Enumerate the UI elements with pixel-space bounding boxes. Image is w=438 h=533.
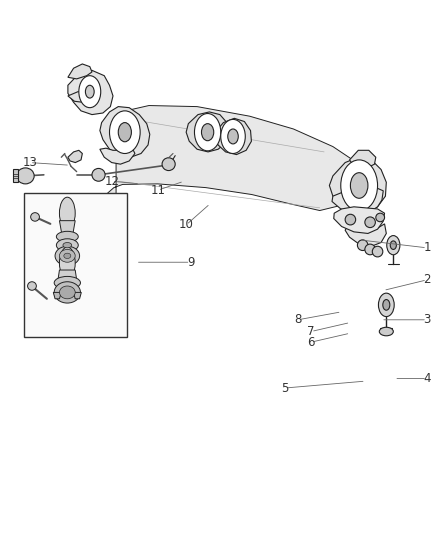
Ellipse shape bbox=[378, 293, 394, 317]
Ellipse shape bbox=[357, 240, 368, 251]
Text: 2: 2 bbox=[423, 273, 431, 286]
Text: 3: 3 bbox=[424, 313, 431, 326]
Ellipse shape bbox=[57, 231, 78, 242]
Ellipse shape bbox=[110, 111, 140, 154]
Polygon shape bbox=[100, 107, 150, 157]
Text: 5: 5 bbox=[281, 382, 288, 394]
Polygon shape bbox=[215, 118, 251, 155]
Ellipse shape bbox=[92, 168, 105, 181]
Ellipse shape bbox=[390, 241, 396, 249]
Text: 10: 10 bbox=[179, 219, 194, 231]
Polygon shape bbox=[334, 207, 385, 233]
Polygon shape bbox=[186, 112, 229, 152]
Ellipse shape bbox=[60, 249, 75, 262]
Ellipse shape bbox=[387, 236, 400, 255]
Ellipse shape bbox=[64, 253, 71, 259]
Ellipse shape bbox=[376, 213, 385, 222]
Polygon shape bbox=[74, 293, 81, 299]
Ellipse shape bbox=[54, 277, 81, 289]
Polygon shape bbox=[13, 169, 18, 182]
Ellipse shape bbox=[162, 158, 175, 171]
Ellipse shape bbox=[118, 123, 131, 142]
Ellipse shape bbox=[63, 243, 72, 248]
Ellipse shape bbox=[221, 119, 245, 154]
Ellipse shape bbox=[17, 168, 34, 184]
Ellipse shape bbox=[60, 286, 75, 299]
Polygon shape bbox=[100, 148, 135, 164]
Ellipse shape bbox=[228, 129, 238, 144]
Ellipse shape bbox=[55, 246, 80, 265]
Ellipse shape bbox=[372, 246, 383, 257]
Polygon shape bbox=[53, 293, 61, 299]
Polygon shape bbox=[329, 157, 386, 213]
Polygon shape bbox=[345, 224, 386, 246]
Text: 8: 8 bbox=[294, 313, 301, 326]
Ellipse shape bbox=[379, 327, 393, 336]
Polygon shape bbox=[58, 270, 77, 282]
Polygon shape bbox=[332, 188, 383, 213]
Ellipse shape bbox=[31, 213, 39, 221]
Text: 13: 13 bbox=[22, 156, 37, 169]
Text: 9: 9 bbox=[187, 256, 194, 269]
Polygon shape bbox=[105, 106, 364, 256]
Bar bbox=[24, 193, 127, 337]
Ellipse shape bbox=[350, 173, 368, 198]
Text: 11: 11 bbox=[150, 184, 165, 197]
Ellipse shape bbox=[201, 124, 214, 141]
Text: 6: 6 bbox=[307, 336, 315, 349]
Ellipse shape bbox=[60, 247, 75, 279]
Ellipse shape bbox=[79, 76, 101, 108]
Ellipse shape bbox=[365, 244, 375, 255]
Polygon shape bbox=[350, 150, 376, 168]
Ellipse shape bbox=[383, 300, 390, 310]
Ellipse shape bbox=[345, 214, 356, 225]
Polygon shape bbox=[68, 70, 113, 115]
Ellipse shape bbox=[85, 85, 94, 98]
Polygon shape bbox=[68, 150, 82, 163]
Ellipse shape bbox=[194, 114, 221, 151]
Text: 1: 1 bbox=[423, 241, 431, 254]
Text: 12: 12 bbox=[104, 175, 119, 188]
Ellipse shape bbox=[60, 197, 75, 229]
Ellipse shape bbox=[28, 282, 36, 290]
Ellipse shape bbox=[57, 239, 78, 252]
Polygon shape bbox=[68, 92, 90, 102]
Polygon shape bbox=[68, 64, 92, 79]
Text: 7: 7 bbox=[307, 325, 315, 338]
Ellipse shape bbox=[365, 217, 375, 228]
Ellipse shape bbox=[341, 160, 378, 211]
Polygon shape bbox=[60, 221, 75, 236]
Ellipse shape bbox=[54, 282, 81, 303]
Text: 4: 4 bbox=[423, 372, 431, 385]
